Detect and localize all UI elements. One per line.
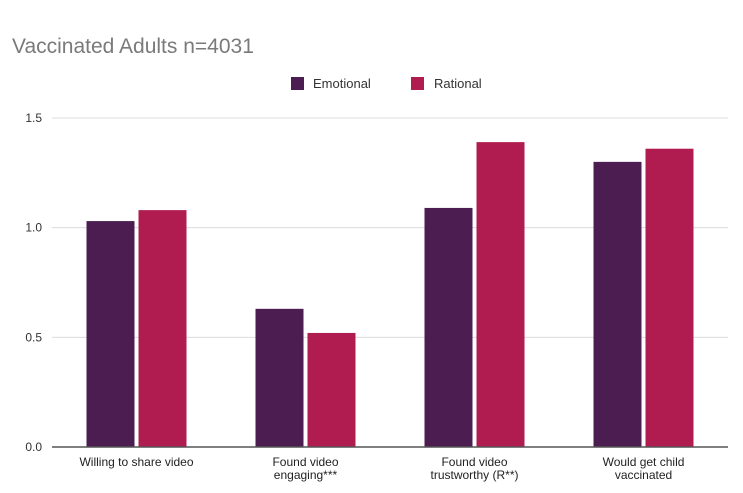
bars — [86, 142, 694, 448]
x-axis-category-labels: Willing to share video Found video engagin… — [79, 455, 684, 482]
y-tick-label: 1.5 — [25, 111, 42, 125]
bar-rational-0 — [138, 210, 187, 447]
y-axis-ticks: 0.0 0.5 1.0 1.5 — [25, 111, 42, 454]
bar-emotional-0 — [86, 221, 135, 447]
legend-label-rational: Rational — [434, 76, 482, 91]
y-tick-label: 0.0 — [25, 440, 42, 454]
legend-label-emotional: Emotional — [313, 76, 371, 91]
x-category-label: Found video engaging*** — [272, 455, 338, 482]
legend: Emotional Rational — [291, 76, 482, 91]
bar-rational-1 — [307, 332, 356, 447]
x-category-label: Would get child vaccinated — [603, 455, 685, 482]
legend-swatch-rational — [411, 77, 424, 90]
legend-swatch-emotional — [291, 77, 304, 90]
x-category-label: Found video trustworthy (R**) — [430, 455, 518, 482]
y-tick-label: 1.0 — [25, 221, 42, 235]
chart-title: Vaccinated Adults n=4031 — [12, 35, 254, 58]
x-category-label: Willing to share video — [79, 455, 193, 469]
bar-rational-2 — [476, 142, 525, 448]
y-tick-label: 0.5 — [25, 330, 42, 344]
bar-rational-3 — [645, 148, 694, 447]
bar-emotional-3 — [593, 161, 642, 447]
bar-emotional-2 — [424, 207, 473, 447]
bar-emotional-1 — [255, 308, 304, 447]
